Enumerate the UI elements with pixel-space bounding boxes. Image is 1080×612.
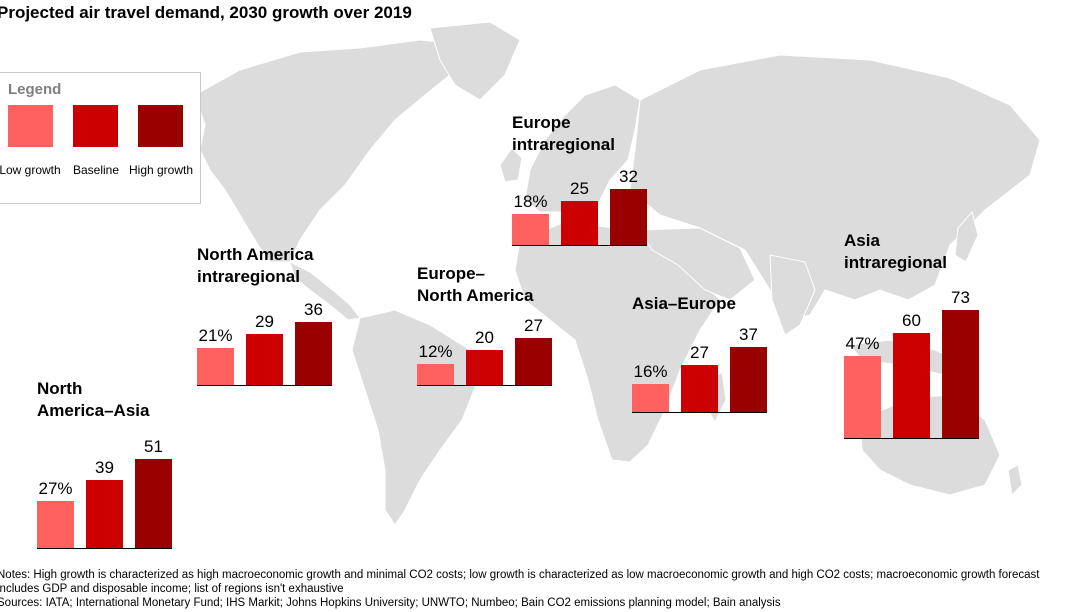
- legend-swatch-low: [8, 105, 53, 147]
- bar-label-europe-north-america-high: 27: [524, 315, 543, 335]
- bar-europe-intraregional-low: [512, 213, 549, 245]
- footnotes: Notes: High growth is characterized as h…: [0, 568, 1039, 610]
- bar-north-america-intraregional-baseline: [246, 334, 283, 385]
- baseline-asia-europe: [632, 412, 767, 413]
- group-title-asia-intraregional: Asia intraregional: [844, 230, 947, 274]
- notes-line-2: includes GDP and disposable income; list…: [0, 583, 344, 595]
- bar-north-america-asia-baseline: [86, 479, 123, 548]
- group-title-line: intraregional: [844, 253, 947, 272]
- bar-label-asia-europe-low: 16%: [633, 362, 668, 381]
- bar-europe-north-america-baseline: [466, 350, 503, 385]
- bar-label-asia-europe-baseline: 27: [690, 342, 709, 362]
- group-title-europe-north-america: Europe– North America: [417, 263, 534, 307]
- group-title-north-america-intraregional: North America intraregional: [197, 244, 314, 288]
- bar-label-north-america-intraregional-baseline: 29: [255, 312, 274, 332]
- legend-swatch-high: [138, 105, 183, 147]
- group-title-line: North America: [197, 245, 314, 264]
- group-title-line: Europe: [512, 113, 571, 132]
- bar-europe-north-america-low: [417, 364, 454, 385]
- group-title-line: Asia–Europe: [632, 294, 736, 313]
- bar-europe-north-america-high: [515, 337, 552, 385]
- group-title-line: North: [37, 379, 83, 398]
- bar-label-north-america-intraregional-high: 36: [304, 300, 323, 319]
- legend-label-high: High growth: [128, 163, 194, 177]
- bar-north-america-intraregional-high: [295, 322, 332, 385]
- bar-asia-intraregional-baseline: [893, 333, 930, 438]
- baseline-north-america-asia: [37, 548, 172, 549]
- bar-label-north-america-asia-high: 51: [144, 436, 163, 456]
- bar-label-asia-intraregional-low: 47%: [845, 333, 880, 353]
- bar-europe-intraregional-baseline: [561, 201, 598, 245]
- group-title-line: Europe–: [417, 264, 486, 283]
- group-title-line: America–Asia: [37, 401, 150, 420]
- bar-north-america-asia-low: [37, 500, 74, 548]
- bar-label-north-america-asia-baseline: 39: [95, 457, 114, 477]
- bar-north-america-intraregional-low: [197, 348, 234, 385]
- bar-asia-europe-baseline: [681, 364, 718, 412]
- bar-label-north-america-asia-low: 27%: [38, 478, 73, 498]
- bar-north-america-asia-high: [135, 458, 172, 548]
- bar-label-europe-north-america-baseline: 20: [475, 328, 494, 347]
- bar-label-europe-intraregional-baseline: 25: [570, 179, 589, 199]
- legend-label-low: Low growth: [0, 163, 61, 177]
- sources-line: Sources: IATA; International Monetary Fu…: [0, 597, 781, 609]
- baseline-north-america-intraregional: [197, 385, 332, 386]
- bar-label-north-america-intraregional-low: 21%: [198, 326, 233, 346]
- legend-title: Legend: [8, 81, 62, 98]
- bar-label-asia-europe-high: 37: [739, 325, 758, 345]
- bar-label-europe-intraregional-high: 32: [619, 167, 638, 186]
- legend-swatch-baseline: [73, 105, 118, 147]
- bar-label-asia-intraregional-baseline: 60: [902, 311, 921, 330]
- group-title-europe-intraregional: Europe intraregional: [512, 112, 615, 156]
- group-title-north-america-asia: North America–Asia: [37, 378, 149, 422]
- group-title-line: intraregional: [197, 267, 300, 286]
- bar-asia-intraregional-high: [942, 310, 979, 438]
- group-title-line: North America: [417, 286, 534, 305]
- bar-asia-intraregional-low: [844, 355, 881, 438]
- bar-label-europe-north-america-low: 12%: [418, 342, 453, 361]
- baseline-europe-north-america: [417, 385, 552, 386]
- group-title-line: intraregional: [512, 135, 615, 154]
- chart-title: Projected air travel demand, 2030 growth…: [0, 3, 412, 22]
- bar-asia-europe-high: [730, 347, 767, 412]
- notes-line-1: Notes: High growth is characterized as h…: [0, 569, 1040, 581]
- legend: Legend Low growth Baseline High growth: [0, 72, 201, 204]
- baseline-asia-intraregional: [844, 438, 979, 439]
- bar-label-asia-intraregional-high: 73: [951, 288, 970, 308]
- group-title-line: Asia: [844, 231, 880, 250]
- group-title-asia-europe: Asia–Europe: [632, 293, 736, 315]
- bar-asia-europe-low: [632, 384, 669, 412]
- bar-label-europe-intraregional-low: 18%: [513, 191, 548, 211]
- bar-europe-intraregional-high: [610, 189, 647, 245]
- legend-label-baseline: Baseline: [72, 163, 120, 177]
- baseline-europe-intraregional: [512, 245, 647, 246]
